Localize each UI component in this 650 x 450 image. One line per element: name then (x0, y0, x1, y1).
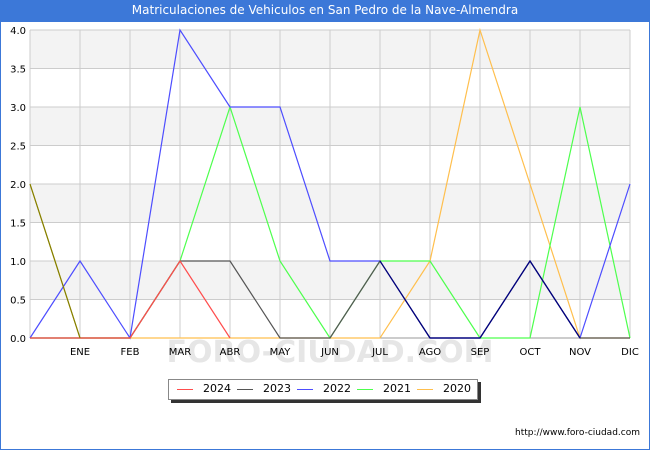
y-tick-label: 1.5 (10, 219, 26, 230)
title-bar: Matriculaciones de Vehiculos en San Pedr… (0, 0, 650, 22)
legend-label: 2021 (383, 382, 411, 395)
x-tick-label: MAR (169, 347, 191, 358)
x-tick-label: ENE (70, 347, 90, 358)
legend-swatch (237, 388, 253, 390)
legend-label: 2022 (323, 382, 351, 395)
watermark-text: FORO-CIUDAD.COM (167, 335, 494, 370)
legend-label: 2024 (203, 382, 231, 395)
x-tick-label: OCT (520, 347, 542, 358)
x-tick-label: JUN (320, 347, 339, 358)
x-tick-label: FEB (121, 347, 140, 358)
y-tick-label: 0.5 (10, 296, 26, 307)
y-tick-label: 4.0 (10, 26, 26, 37)
legend-item-2020: 2020 (417, 382, 471, 395)
x-tick-label: DIC (621, 347, 639, 358)
series-overlap-line (379, 259, 581, 339)
legend-swatch (177, 388, 193, 390)
y-tick-label: 3.5 (10, 65, 26, 76)
legend-swatch (297, 388, 313, 390)
legend-swatch (417, 388, 433, 390)
chart-title: Matriculaciones de Vehiculos en San Pedr… (131, 3, 519, 17)
y-tick-label: 3.0 (10, 103, 26, 114)
source-url: http://www.foro-ciudad.com (515, 428, 640, 438)
y-tick-label: 2.5 (10, 142, 26, 153)
x-tick-label: NOV (569, 347, 591, 358)
x-tick-label: SEP (471, 347, 490, 358)
legend-item-2022: 2022 (297, 382, 351, 395)
x-tick-label: ABR (220, 347, 241, 358)
legend-swatch (357, 388, 373, 390)
legend-label: 2023 (263, 382, 291, 395)
x-tick-label: AGO (419, 347, 441, 358)
series-line-2024 (30, 259, 231, 339)
series-overlap-line (29, 183, 81, 339)
y-tick-label: 2.0 (10, 180, 26, 191)
y-tick-label: 0.0 (10, 334, 26, 345)
legend-item-2021: 2021 (357, 382, 411, 395)
x-tick-label: JUL (371, 347, 388, 358)
legend-item-2024: 2024 (177, 382, 231, 395)
legend-item-2023: 2023 (237, 382, 291, 395)
chart-legend: 2024 2023 2022 2021 2020 (168, 379, 478, 400)
x-tick-label: MAY (270, 347, 292, 358)
y-tick-label: 1.0 (10, 257, 26, 268)
legend-label: 2020 (443, 382, 471, 395)
